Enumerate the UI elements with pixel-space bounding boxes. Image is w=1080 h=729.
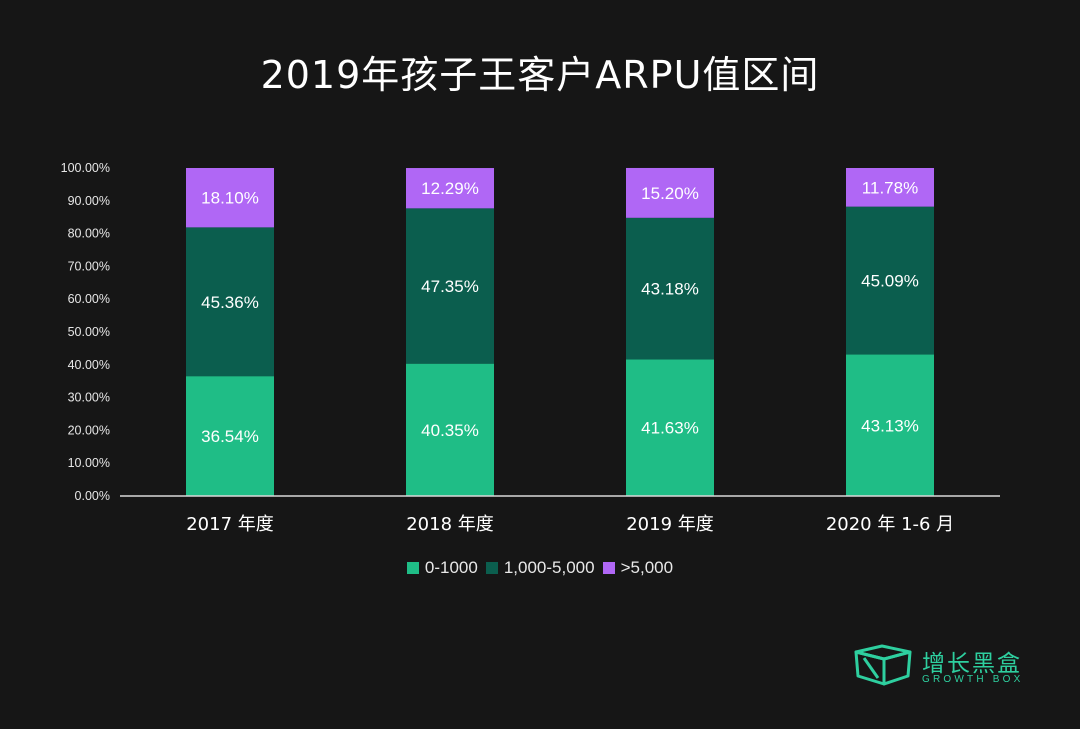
legend-label-low: 0-1000 [424, 558, 478, 577]
legend-swatch-mid [485, 562, 498, 574]
x-category-label: 2019 年度 [626, 514, 714, 535]
legend: 0-1000 1,000-5,000 >5,000 [0, 558, 1080, 578]
x-category-label: 2020 年 1-6 月 [826, 514, 954, 535]
bar-segment-mid [186, 227, 274, 377]
chart-title: 2019年孩子王客户ARPU值区间 [260, 53, 820, 97]
y-tick-label: 30.00% [68, 391, 110, 405]
brand-logo: 增长黑盒 GROWTH BOX [852, 640, 1032, 690]
bar-segment-high [406, 168, 494, 209]
data-label-high: 15.20% [641, 184, 699, 203]
box-logo-icon [854, 644, 912, 686]
bar-segment-high [626, 167, 714, 218]
bar-segment-high [186, 168, 274, 228]
y-tick-label: 50.00% [68, 325, 110, 339]
brand-sub: GROWTH BOX [922, 674, 1024, 685]
data-label-mid: 45.09% [861, 272, 919, 291]
legend-label-high: >5,000 [620, 558, 674, 577]
data-label-low: 41.63% [641, 419, 699, 438]
data-label-high: 12.29% [421, 179, 479, 198]
y-tick-label: 0.00% [75, 489, 110, 503]
brand-name: 增长黑盒 [922, 651, 1022, 677]
x-category-label: 2017 年度 [186, 514, 274, 535]
bar-segment-mid [406, 208, 494, 364]
data-label-mid: 45.36% [201, 293, 259, 312]
legend-item-high: >5,000 [602, 558, 674, 578]
y-tick-label: 60.00% [68, 292, 110, 306]
bar-segment-low [186, 376, 274, 496]
bar-segment-low [406, 363, 494, 496]
y-tick-label: 80.00% [68, 227, 110, 241]
y-tick-label: 20.00% [68, 423, 110, 437]
data-label-mid: 43.18% [641, 280, 699, 299]
y-tick-label: 70.00% [68, 259, 110, 273]
x-category-label: 2018 年度 [406, 514, 494, 535]
y-tick-label: 10.00% [68, 456, 110, 470]
legend-swatch-low [406, 562, 419, 574]
data-label-low: 40.35% [421, 421, 479, 440]
y-tick-label: 40.00% [68, 358, 110, 372]
bar-segment-mid [626, 217, 714, 360]
y-tick-label: 100.00% [61, 161, 110, 175]
data-label-high: 11.78% [862, 178, 918, 197]
y-tick-label: 90.00% [68, 194, 110, 208]
legend-swatch-high [602, 562, 615, 574]
legend-label-mid: 1,000-5,000 [503, 558, 595, 577]
bar-segment-high [846, 168, 934, 207]
bar-segment-low [846, 354, 934, 496]
data-label-high: 18.10% [201, 189, 259, 208]
data-label-low: 36.54% [201, 427, 259, 446]
legend-item-low: 0-1000 [406, 558, 478, 578]
bar-segment-low [626, 359, 714, 496]
bar-segment-mid [846, 206, 934, 355]
data-label-low: 43.13% [861, 416, 919, 435]
data-label-mid: 47.35% [421, 277, 479, 296]
legend-item-mid: 1,000-5,000 [485, 558, 595, 578]
